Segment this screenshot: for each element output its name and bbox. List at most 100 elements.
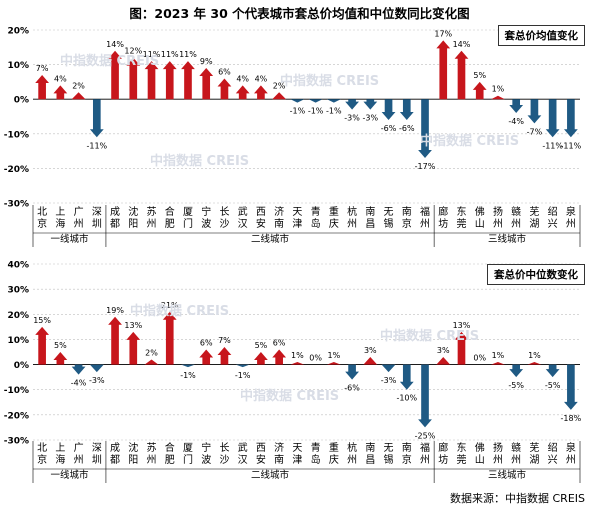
- data-label: 0%: [309, 354, 322, 363]
- x-tick-label: 州: [566, 218, 576, 230]
- x-tick-label: 汉: [238, 218, 248, 230]
- x-tick-label: 青: [311, 205, 321, 218]
- x-tick-label: 佛: [475, 441, 485, 454]
- x-tick-label: 门: [183, 453, 193, 466]
- x-tick-label: 无: [384, 443, 394, 454]
- bar: [545, 364, 560, 378]
- x-tick-label: 济: [274, 441, 284, 454]
- data-label: -11%: [86, 141, 107, 150]
- mean-change-legend: 套总价均值变化: [497, 25, 585, 46]
- data-label: 1%: [492, 351, 505, 360]
- data-label: 12%: [124, 47, 142, 56]
- x-tick-label: 波: [201, 217, 211, 230]
- x-tick-label: 莞: [456, 454, 466, 466]
- bar: [290, 362, 305, 365]
- bar: [290, 99, 305, 103]
- data-label: 11%: [143, 50, 161, 59]
- data-source: 数据来源：中指数据 CREIS: [450, 492, 585, 505]
- x-tick-label: 重: [329, 441, 339, 454]
- x-tick-label: 海: [55, 217, 65, 230]
- data-label: -18%: [561, 414, 582, 423]
- group-label: 一线城市: [50, 469, 89, 481]
- bar: [509, 364, 524, 378]
- x-tick-label: 东: [456, 441, 466, 454]
- data-label: -1%: [235, 371, 251, 380]
- x-tick-label: 上: [55, 442, 65, 454]
- bar: [108, 316, 122, 365]
- median-change-legend: 套总价中位数变化: [487, 264, 585, 285]
- bar: [563, 364, 578, 410]
- x-tick-label: 福: [420, 441, 430, 454]
- bar: [527, 99, 542, 124]
- data-label: 2%: [273, 81, 286, 90]
- x-tick-label: 州: [566, 454, 576, 466]
- bar: [381, 99, 396, 120]
- bar: [89, 99, 104, 138]
- x-tick-label: 岛: [311, 453, 321, 466]
- data-label: -11%: [561, 141, 582, 150]
- data-label: 11%: [179, 50, 197, 59]
- bar: [345, 99, 359, 110]
- data-label: 1%: [327, 351, 340, 360]
- x-tick-label: 州: [493, 218, 503, 230]
- bar: [144, 359, 159, 365]
- y-tick-label: 0%: [14, 96, 29, 106]
- bar: [35, 74, 50, 100]
- x-tick-label: 沙: [219, 454, 229, 466]
- x-tick-label: 安: [256, 217, 266, 230]
- data-label: 6%: [200, 338, 213, 347]
- x-tick-label: 昌: [365, 454, 375, 466]
- x-tick-label: 北: [37, 206, 47, 218]
- bar: [181, 61, 195, 100]
- bar: [181, 364, 195, 368]
- data-label: -3%: [344, 114, 360, 123]
- x-tick-label: 扬: [493, 205, 503, 218]
- data-label: 15%: [33, 316, 51, 325]
- x-tick-label: 宁: [201, 205, 211, 218]
- x-tick-label: 山: [475, 218, 485, 230]
- bar: [326, 362, 341, 365]
- x-tick-label: 南: [365, 205, 375, 218]
- data-label: 17%: [434, 29, 452, 38]
- data-label: 2%: [72, 81, 85, 90]
- bar: [254, 85, 268, 100]
- x-tick-label: 州: [347, 218, 357, 230]
- data-label: 4%: [236, 74, 249, 83]
- x-tick-label: 广: [74, 442, 84, 454]
- x-tick-label: 东: [456, 205, 466, 218]
- median-change-chart: 40% 30% 20% 10% 0% -10% -20% -30% 15% 北京 5% 上海 -4% 广州…: [4, 261, 582, 483]
- x-tick-label: 绍: [548, 205, 558, 218]
- data-label: 14%: [106, 40, 124, 49]
- bar: [381, 364, 396, 373]
- x-tick-label: 苏: [147, 205, 157, 218]
- bar: [418, 364, 432, 428]
- x-tick-label: 泉: [566, 441, 576, 454]
- bar: [162, 311, 177, 365]
- data-label: 1%: [492, 85, 505, 94]
- bar: [108, 50, 122, 100]
- bar: [363, 99, 378, 110]
- x-tick-label: 州: [511, 454, 521, 466]
- bar: [326, 99, 341, 103]
- x-tick-label: 天: [292, 207, 302, 218]
- mean-change-panel: 20% 10% 0% -10% -20% -30% 7% 北京 4% 上海 2% 广州 -11% 深圳 14…: [0, 20, 599, 262]
- x-tick-label: 宁: [201, 441, 211, 454]
- data-label: -3%: [381, 376, 397, 385]
- watermark: 中指数据 CREIS: [280, 74, 380, 89]
- data-label: 5%: [255, 341, 268, 350]
- bar: [235, 364, 250, 368]
- y-tick-label: -30%: [4, 437, 29, 447]
- x-tick-label: 都: [110, 218, 120, 230]
- x-tick-label: 兴: [548, 218, 558, 230]
- data-label: 13%: [453, 321, 471, 330]
- bar: [235, 85, 250, 100]
- x-tick-label: 门: [183, 217, 193, 230]
- x-tick-label: 圳: [92, 454, 102, 466]
- x-tick-label: 西: [256, 207, 266, 218]
- data-label: 5%: [54, 341, 67, 350]
- x-tick-label: 南: [402, 205, 412, 218]
- x-tick-label: 锡: [384, 453, 394, 466]
- x-tick-label: 津: [292, 454, 302, 466]
- bar: [35, 326, 50, 365]
- x-tick-label: 沙: [219, 218, 229, 230]
